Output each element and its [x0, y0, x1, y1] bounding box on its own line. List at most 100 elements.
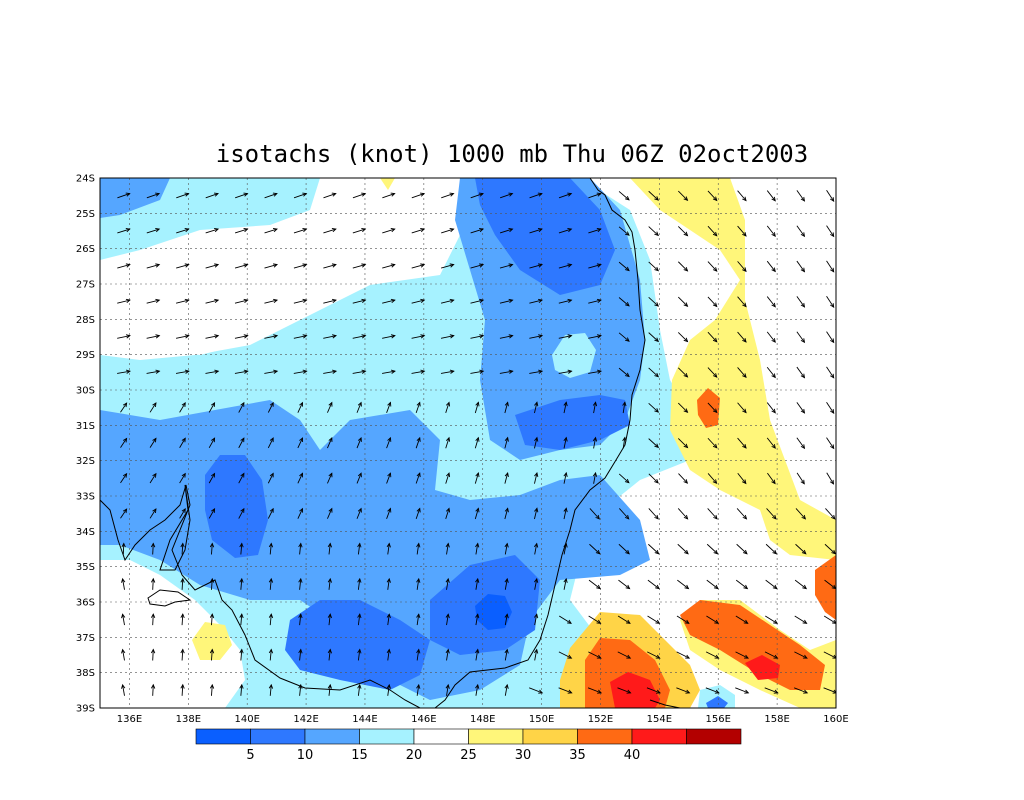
wind-vector — [504, 648, 509, 661]
wind-vector — [707, 437, 718, 449]
wind-vector — [117, 228, 131, 234]
colorbar-swatch — [250, 728, 306, 745]
longitude-label: 150E — [529, 714, 554, 725]
wind-vector — [475, 577, 480, 590]
wind-vector — [826, 472, 835, 485]
wind-vector — [474, 401, 480, 414]
wind-vector — [327, 613, 333, 626]
wind-vector — [297, 507, 304, 519]
wind-vector — [268, 577, 274, 590]
wind-vector — [416, 613, 421, 626]
wind-vector — [737, 367, 747, 379]
wind-vector — [648, 438, 660, 449]
wind-vector — [411, 369, 426, 374]
wind-vector — [504, 507, 509, 520]
wind-vector — [736, 508, 748, 520]
longitude-label: 152E — [588, 714, 613, 725]
wind-vector — [529, 263, 543, 269]
wind-vector — [823, 687, 836, 694]
wind-vector — [416, 542, 421, 555]
wind-vector — [356, 401, 362, 413]
wind-vector — [445, 577, 450, 590]
wind-vector — [534, 436, 539, 449]
wind-vector — [766, 260, 776, 273]
wind-vector — [293, 369, 308, 374]
wind-vector — [735, 579, 749, 590]
wind-vector — [499, 228, 514, 234]
wind-vector — [382, 298, 396, 304]
wind-vector — [677, 261, 689, 272]
wind-vector — [386, 683, 391, 696]
wind-vector — [737, 331, 747, 343]
latitude-label: 33S — [76, 492, 95, 503]
wind-vector — [707, 473, 718, 485]
longitude-label: 140E — [234, 714, 259, 725]
wind-vector — [705, 687, 720, 694]
wind-vector — [533, 542, 539, 555]
wind-vector — [737, 296, 747, 308]
wind-vector — [676, 651, 691, 659]
wind-vector — [179, 508, 186, 519]
wind-vector — [475, 648, 480, 661]
wind-vector — [411, 263, 426, 269]
wind-vector — [648, 473, 659, 484]
latitude-label: 25S — [76, 209, 95, 220]
wind-vector — [175, 334, 190, 339]
wind-vector — [648, 226, 660, 237]
wind-vector — [737, 225, 747, 237]
wind-vector — [534, 401, 539, 414]
wind-vector — [474, 436, 480, 449]
wind-vector — [558, 687, 573, 694]
wind-vector — [297, 401, 304, 413]
wind-vector — [823, 615, 836, 624]
wind-vector — [264, 334, 279, 339]
isotach-fills — [100, 178, 836, 708]
latitude-label: 36S — [76, 598, 95, 609]
wind-vector — [327, 577, 333, 590]
wind-vector — [707, 190, 718, 202]
wind-vector — [149, 472, 157, 484]
wind-vector — [796, 190, 806, 202]
wind-vector — [529, 298, 544, 304]
wind-vector — [352, 228, 367, 234]
latitude-label: 31S — [76, 421, 95, 432]
wind-vector — [264, 298, 279, 304]
wind-vector — [796, 260, 806, 273]
wind-vector — [209, 683, 215, 696]
wind-vector — [499, 334, 514, 339]
wind-vector — [563, 436, 568, 449]
latitude-label: 34S — [76, 527, 95, 538]
wind-vector — [735, 651, 749, 659]
wind-vector — [386, 436, 392, 449]
wind-vector — [823, 651, 836, 659]
wind-vector — [826, 331, 835, 344]
wind-vector — [179, 437, 186, 448]
wind-vector — [558, 298, 573, 304]
wind-vector — [176, 298, 190, 304]
wind-vector — [504, 542, 509, 555]
wind-vector — [618, 261, 630, 272]
wind-vector — [765, 543, 778, 555]
wind-vector — [707, 331, 718, 343]
wind-vector — [208, 507, 216, 519]
wind-vector — [766, 190, 776, 202]
wind-vector — [298, 648, 303, 661]
wind-vector — [765, 579, 778, 590]
wind-vector — [765, 615, 779, 624]
colorbar: 5 10 15 20 25 30 35 40 — [195, 728, 742, 763]
wind-vector — [234, 228, 249, 234]
wind-vector — [563, 507, 568, 520]
wind-vector — [589, 508, 600, 520]
wind-vector — [646, 687, 661, 694]
wind-vector — [117, 263, 131, 269]
wind-vector — [622, 436, 627, 449]
wind-vector — [209, 542, 215, 555]
colorbar-swatch — [522, 728, 578, 745]
wind-vector — [440, 298, 455, 304]
wind-vector — [648, 402, 660, 413]
wind-vector — [558, 369, 573, 374]
wind-vector — [796, 472, 805, 485]
wind-vector — [352, 298, 367, 304]
wind-vector — [323, 228, 337, 234]
wind-vector — [563, 542, 568, 555]
